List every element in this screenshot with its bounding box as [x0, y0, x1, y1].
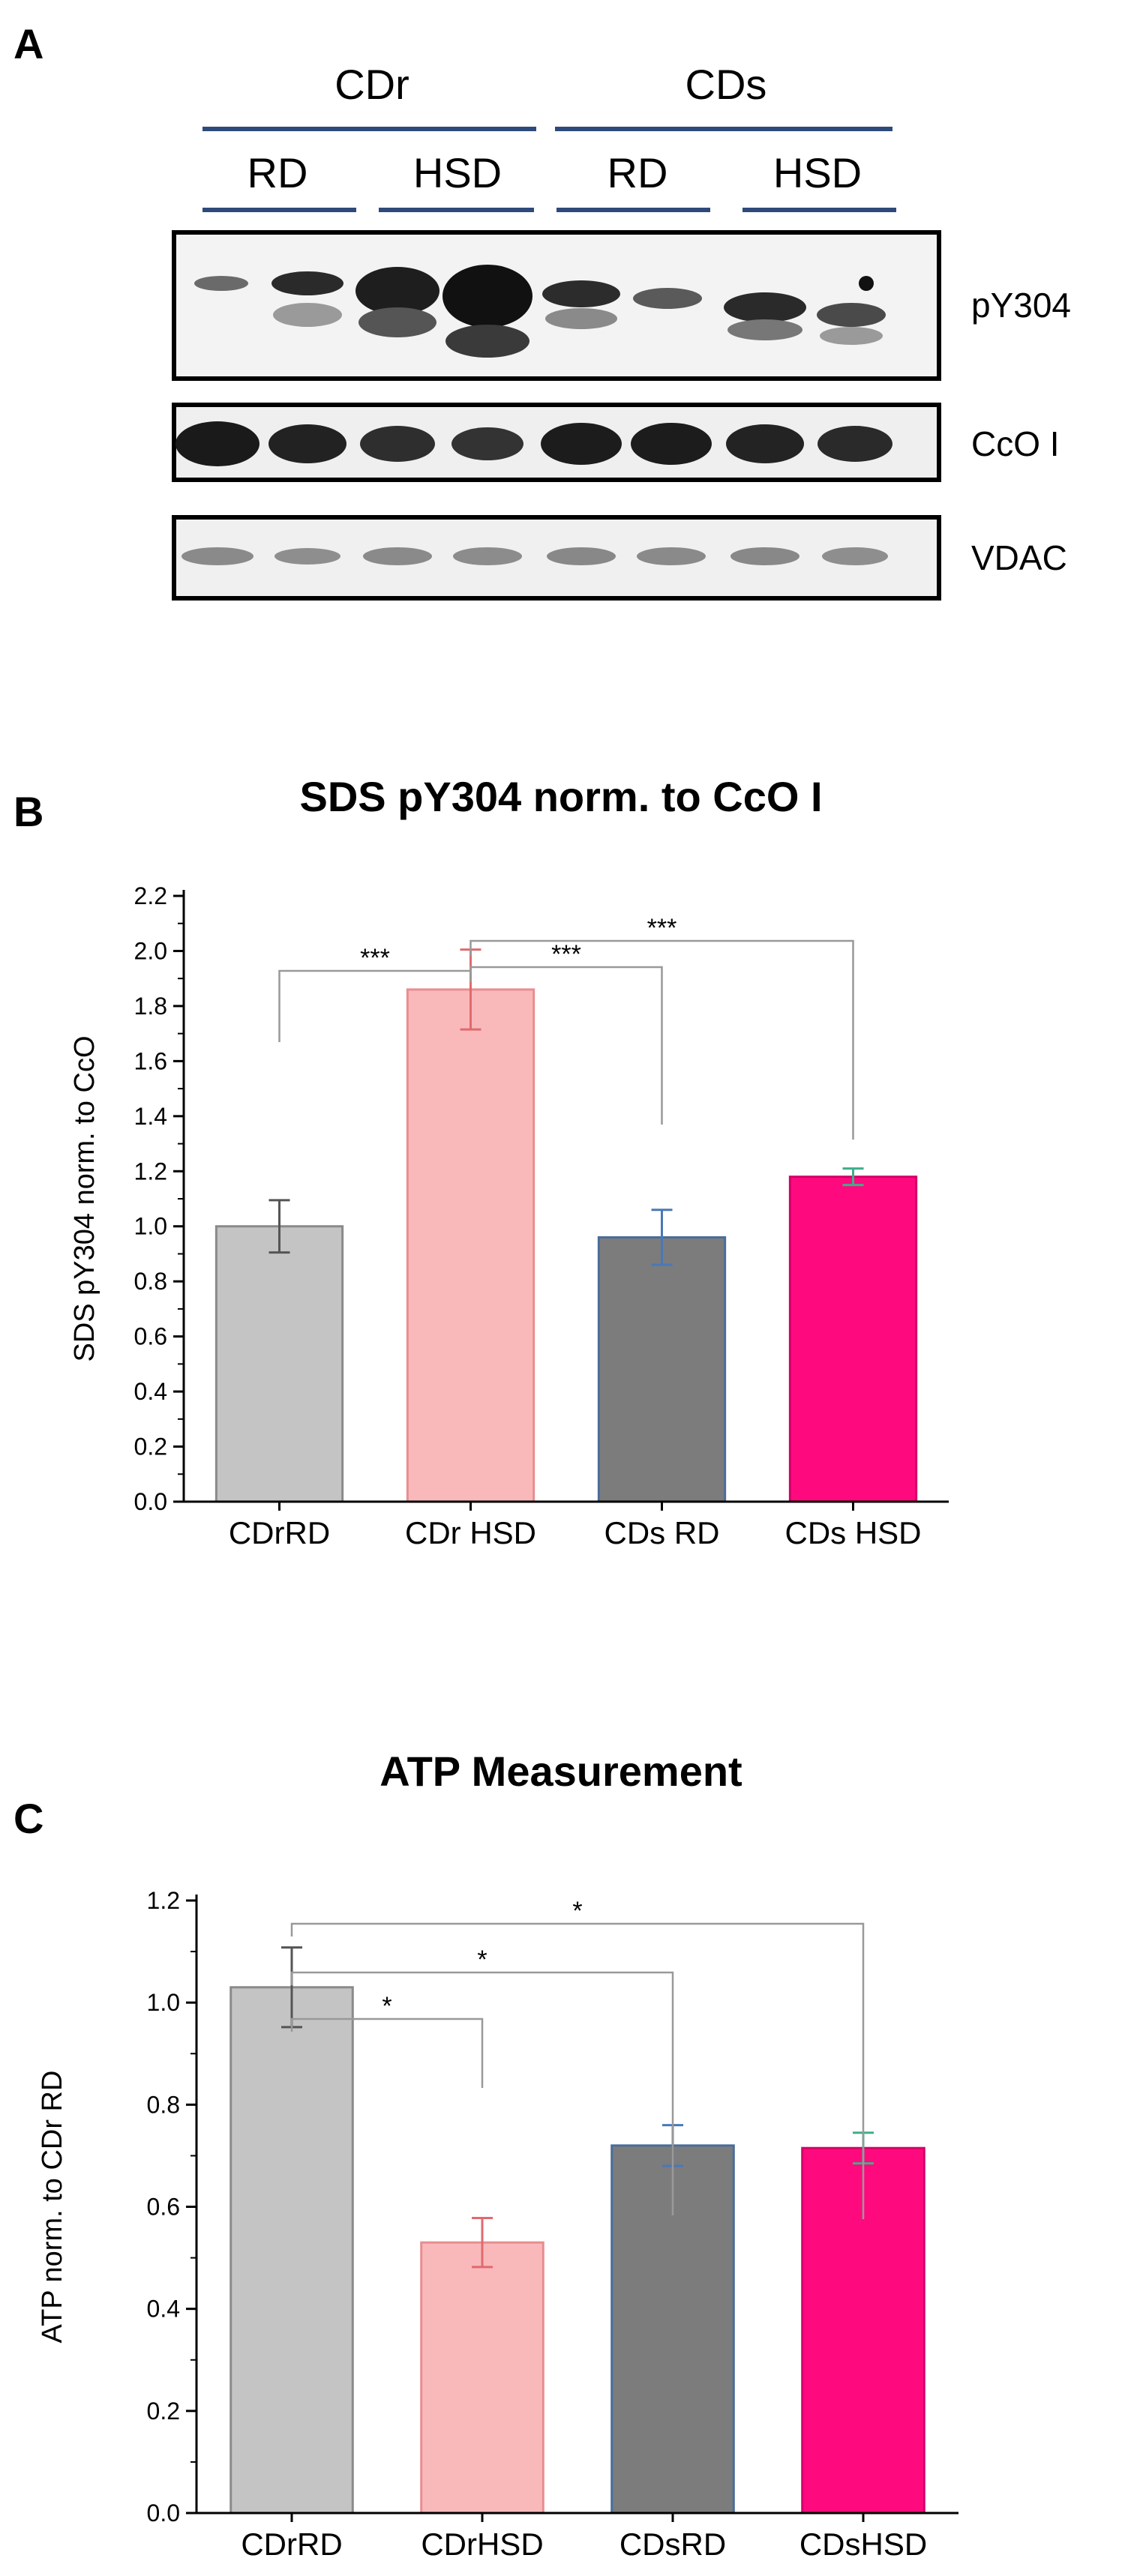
panel-a-letter: A — [14, 20, 44, 67]
y-axis-label: SDS pY304 norm. to CcO — [69, 1035, 100, 1361]
blot-cco-i — [172, 403, 941, 482]
y-tick-label: 0.0 — [147, 2500, 180, 2527]
x-tick-label: CDs RD — [604, 1515, 720, 1550]
subgroup-label-cds-hsd: HSD — [773, 149, 862, 196]
x-tick-label: CDsHSD — [800, 2527, 927, 2562]
bar-0 — [214, 1225, 344, 1503]
chart-b: 0.0 0.2 0.4 0.6 0.8 1.0 1.2 1.4 1.6 1.8 2.0 2.2 CDrR… — [69, 882, 949, 1550]
x-tick-label: CDr HSD — [405, 1515, 536, 1550]
y-tick-label: 0.2 — [134, 1433, 167, 1460]
blot-label-cco-i: CcO I — [971, 424, 1060, 463]
x-tick-label: CDrHSD — [421, 2527, 543, 2562]
panel-b: B SDS pY304 norm. to CcO I 0.00.20.40.60… — [14, 773, 949, 1550]
significance-bracket-2 — [290, 1922, 865, 2219]
y-tick-label: 0.6 — [134, 1323, 167, 1350]
significance-label-0: *** — [360, 944, 390, 972]
y-tick-label: 0.6 — [147, 2194, 180, 2221]
panel-c-letter: C — [14, 1795, 44, 1842]
y-tick-label: 1.2 — [147, 1887, 180, 1914]
panel-a: A CDr CDs RD HSD RD HSD — [14, 20, 1071, 601]
significance-label-1: *** — [551, 940, 581, 969]
significance-label-0: * — [382, 1992, 392, 2020]
blot-vdac — [172, 515, 941, 601]
bar-3 — [788, 1176, 918, 1503]
blot-label-vdac: VDAC — [971, 538, 1067, 577]
significance-bracket-2 — [470, 939, 854, 1140]
x-tick-label: CDrRD — [241, 2527, 342, 2562]
subgroup-label-cdr-rd: RD — [248, 149, 308, 196]
blot-label-py304: pY304 — [971, 286, 1071, 325]
subgroup-label-cds-rd: RD — [608, 149, 668, 196]
bar-1 — [406, 988, 536, 1503]
y-tick-label: 1.0 — [147, 1989, 180, 2016]
x-tick-label: CDsRD — [620, 2527, 726, 2562]
chart-c: 0.0 0.2 0.4 0.6 0.8 1.0 1.2 CDrRD CDrHSD CDsRD CDs… — [37, 1887, 958, 2562]
y-tick-label: 1.2 — [134, 1158, 167, 1185]
y-tick-label: 1.4 — [134, 1103, 167, 1130]
y-tick-label: 0.0 — [134, 1488, 167, 1515]
significance-label-2: * — [572, 1897, 582, 1925]
y-tick-label: 0.4 — [147, 2296, 180, 2323]
significance-bracket-1 — [290, 1971, 674, 2215]
y-tick-label: 0.8 — [134, 1268, 167, 1295]
chart-c-title: ATP Measurement — [380, 1748, 742, 1795]
group-label-cds: CDs — [686, 61, 767, 108]
panel-b-letter: B — [14, 788, 44, 835]
panel-c: C ATP Measurement 0.0 0.2 0.4 0.6 0.8 1.0 1.2 C… — [14, 1748, 958, 2562]
x-tick-label: CDs HSD — [784, 1515, 921, 1550]
chart-b-title: SDS pY304 norm. to CcO I — [299, 773, 822, 820]
significance-bracket-1 — [470, 966, 663, 1125]
y-tick-label: 2.0 — [134, 937, 167, 964]
y-axis-label: ATP norm. to CDr RD — [37, 2071, 68, 2344]
blot-py304 — [172, 230, 941, 381]
y-tick-label: 0.4 — [134, 1378, 167, 1405]
group-label-cdr: CDr — [334, 61, 410, 108]
bar-0 — [230, 1986, 354, 2515]
significance-label-2: *** — [647, 914, 677, 942]
significance-bracket-0 — [290, 2017, 484, 2088]
y-tick-label: 0.8 — [147, 2091, 180, 2118]
y-tick-label: 0.2 — [147, 2398, 180, 2425]
significance-label-1: * — [477, 1945, 487, 1974]
y-tick-label: 1.0 — [134, 1213, 167, 1240]
y-tick-label: 1.6 — [134, 1047, 167, 1074]
subgroup-label-cdr-hsd: HSD — [413, 149, 502, 196]
y-tick-label: 1.8 — [134, 993, 167, 1020]
y-tick-label: 2.2 — [134, 882, 167, 909]
x-tick-label: CDrRD — [229, 1515, 330, 1550]
bar-1 — [420, 2241, 544, 2515]
bar-2 — [597, 1236, 727, 1503]
